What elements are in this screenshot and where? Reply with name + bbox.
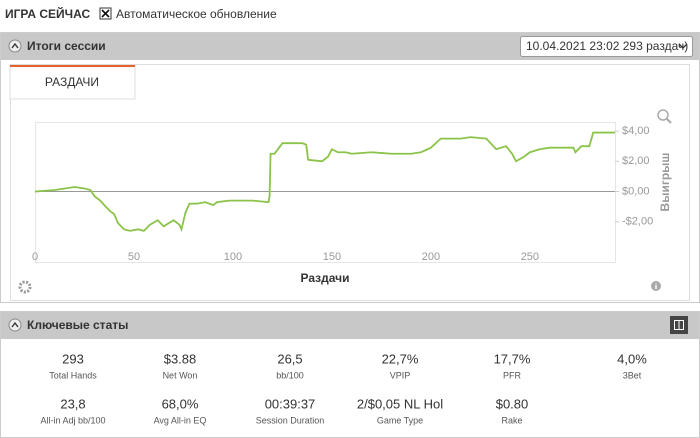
stat-value: 2/$0,05 NL Hol <box>357 396 443 411</box>
collapse-button[interactable] <box>8 39 22 53</box>
zoom-icon[interactable] <box>657 109 669 121</box>
panel-title: Итоги сессии <box>27 39 106 53</box>
settings-icon[interactable] <box>18 280 32 294</box>
session-dropdown[interactable] <box>520 36 693 57</box>
tab[interactable] <box>9 64 136 100</box>
x-tick-label: 0 <box>32 251 38 263</box>
stat-label: PFR <box>503 370 522 380</box>
x-axis-label: Раздачи <box>301 271 350 285</box>
stat-label: Game Type <box>377 415 423 425</box>
stat-label: Session Duration <box>256 415 325 425</box>
winnings-line <box>34 131 615 233</box>
y-axis-label: Выигрыш <box>658 153 672 212</box>
stats-collapse[interactable] <box>8 318 22 332</box>
chart-card <box>10 64 690 301</box>
stat-value: 26,5 <box>277 351 302 366</box>
dropdown-text: 10.04.2021 23:02 293 раздач) <box>526 39 688 53</box>
stat-value: 4,0% <box>617 351 647 366</box>
stat-value: 22,7% <box>382 351 419 366</box>
check-mark <box>101 9 110 18</box>
stat-value: $0.80 <box>496 396 529 411</box>
auto-update-label: Автоматическое обновление <box>116 7 277 21</box>
tab-indicator <box>10 65 135 67</box>
stat-label: Rake <box>501 415 522 425</box>
stat-label: VPIP <box>390 370 411 380</box>
x-tick-label: 100 <box>224 251 242 263</box>
stats-header <box>1 312 699 339</box>
zoom-handle <box>666 118 672 124</box>
y-tick-label: -$2,00 <box>622 216 653 228</box>
dropdown-arrow <box>678 43 688 49</box>
x-tick-label: 150 <box>323 251 341 263</box>
stat-value: $3.88 <box>164 351 197 366</box>
stat-label: 3Bet <box>623 370 642 380</box>
x-tick-label: 200 <box>422 251 440 263</box>
y-tick-label: $0,00 <box>622 185 650 197</box>
stat-label: Avg All-in EQ <box>154 415 207 425</box>
y-tick-label: $4,00 <box>622 125 650 137</box>
stat-label: Total Hands <box>49 370 97 380</box>
x-tick-label: 250 <box>521 251 539 263</box>
stat-label: bb/100 <box>276 370 304 380</box>
stat-value: 68,0% <box>162 396 199 411</box>
tab-label: РАЗДАЧИ <box>45 75 99 89</box>
y-tick-label: $2,00 <box>622 155 650 167</box>
stat-value: 17,7% <box>494 351 531 366</box>
stat-value: 23,8 <box>60 396 85 411</box>
stat-value: 293 <box>62 351 84 366</box>
page-title: ИГРА СЕЙЧАС <box>5 6 90 21</box>
stat-label: Net Won <box>163 370 198 380</box>
collapse-icon <box>11 321 19 328</box>
stat-value: 00:39:37 <box>265 396 316 411</box>
plot-area <box>35 122 616 263</box>
x-tick-label: 50 <box>128 251 140 263</box>
stat-label: All-in Adj bb/100 <box>40 415 105 425</box>
collapse-icon <box>11 42 19 49</box>
stats-title: Ключевые статы <box>27 318 128 332</box>
